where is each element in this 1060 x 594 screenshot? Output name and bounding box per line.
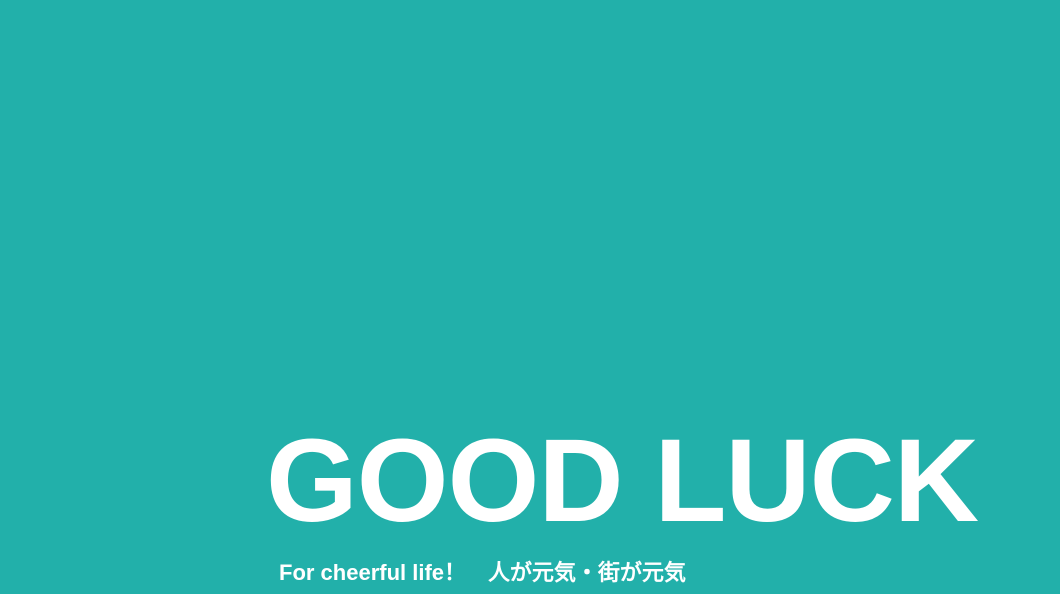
tagline: For cheerful life！ 人が元気・街が元気 [279, 560, 687, 585]
headline: GOOD LUCK [266, 415, 979, 547]
